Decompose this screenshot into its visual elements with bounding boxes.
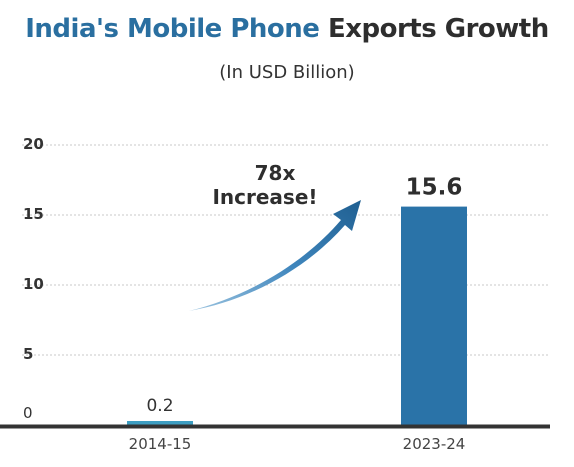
y-tick-label: 10 [23, 275, 44, 293]
title-part-2: Exports Growth [327, 14, 549, 44]
x-tick-label: 2023-24 [403, 435, 466, 453]
data-labels: 0.2 15.6 [146, 175, 462, 416]
annotation-line-1: 78x [255, 161, 296, 185]
title-part-1: India's Mobile Phone [25, 14, 320, 44]
x-axis-ticks: 2014-15 2023-24 [0, 424, 550, 453]
bar-2023-24 [401, 206, 467, 425]
data-label: 0.2 [146, 396, 173, 416]
y-tick-label: 5 [23, 345, 33, 363]
data-label: 15.6 [406, 175, 463, 201]
y-tick-label: 15 [23, 205, 44, 223]
y-axis-ticks: 0 5 10 15 20 [23, 135, 44, 422]
chart-title: India's Mobile Phone Exports Growth [0, 14, 574, 44]
y-tick-label: 20 [23, 135, 44, 153]
bars [127, 206, 467, 425]
x-tick-label: 2014-15 [129, 435, 192, 453]
y-tick-label: 0 [23, 404, 33, 422]
annotation-line-2: Increase! [212, 185, 317, 209]
chart-subtitle: (In USD Billion) [219, 62, 355, 83]
growth-arrow [189, 200, 361, 311]
bar-2014-15 [127, 421, 193, 425]
